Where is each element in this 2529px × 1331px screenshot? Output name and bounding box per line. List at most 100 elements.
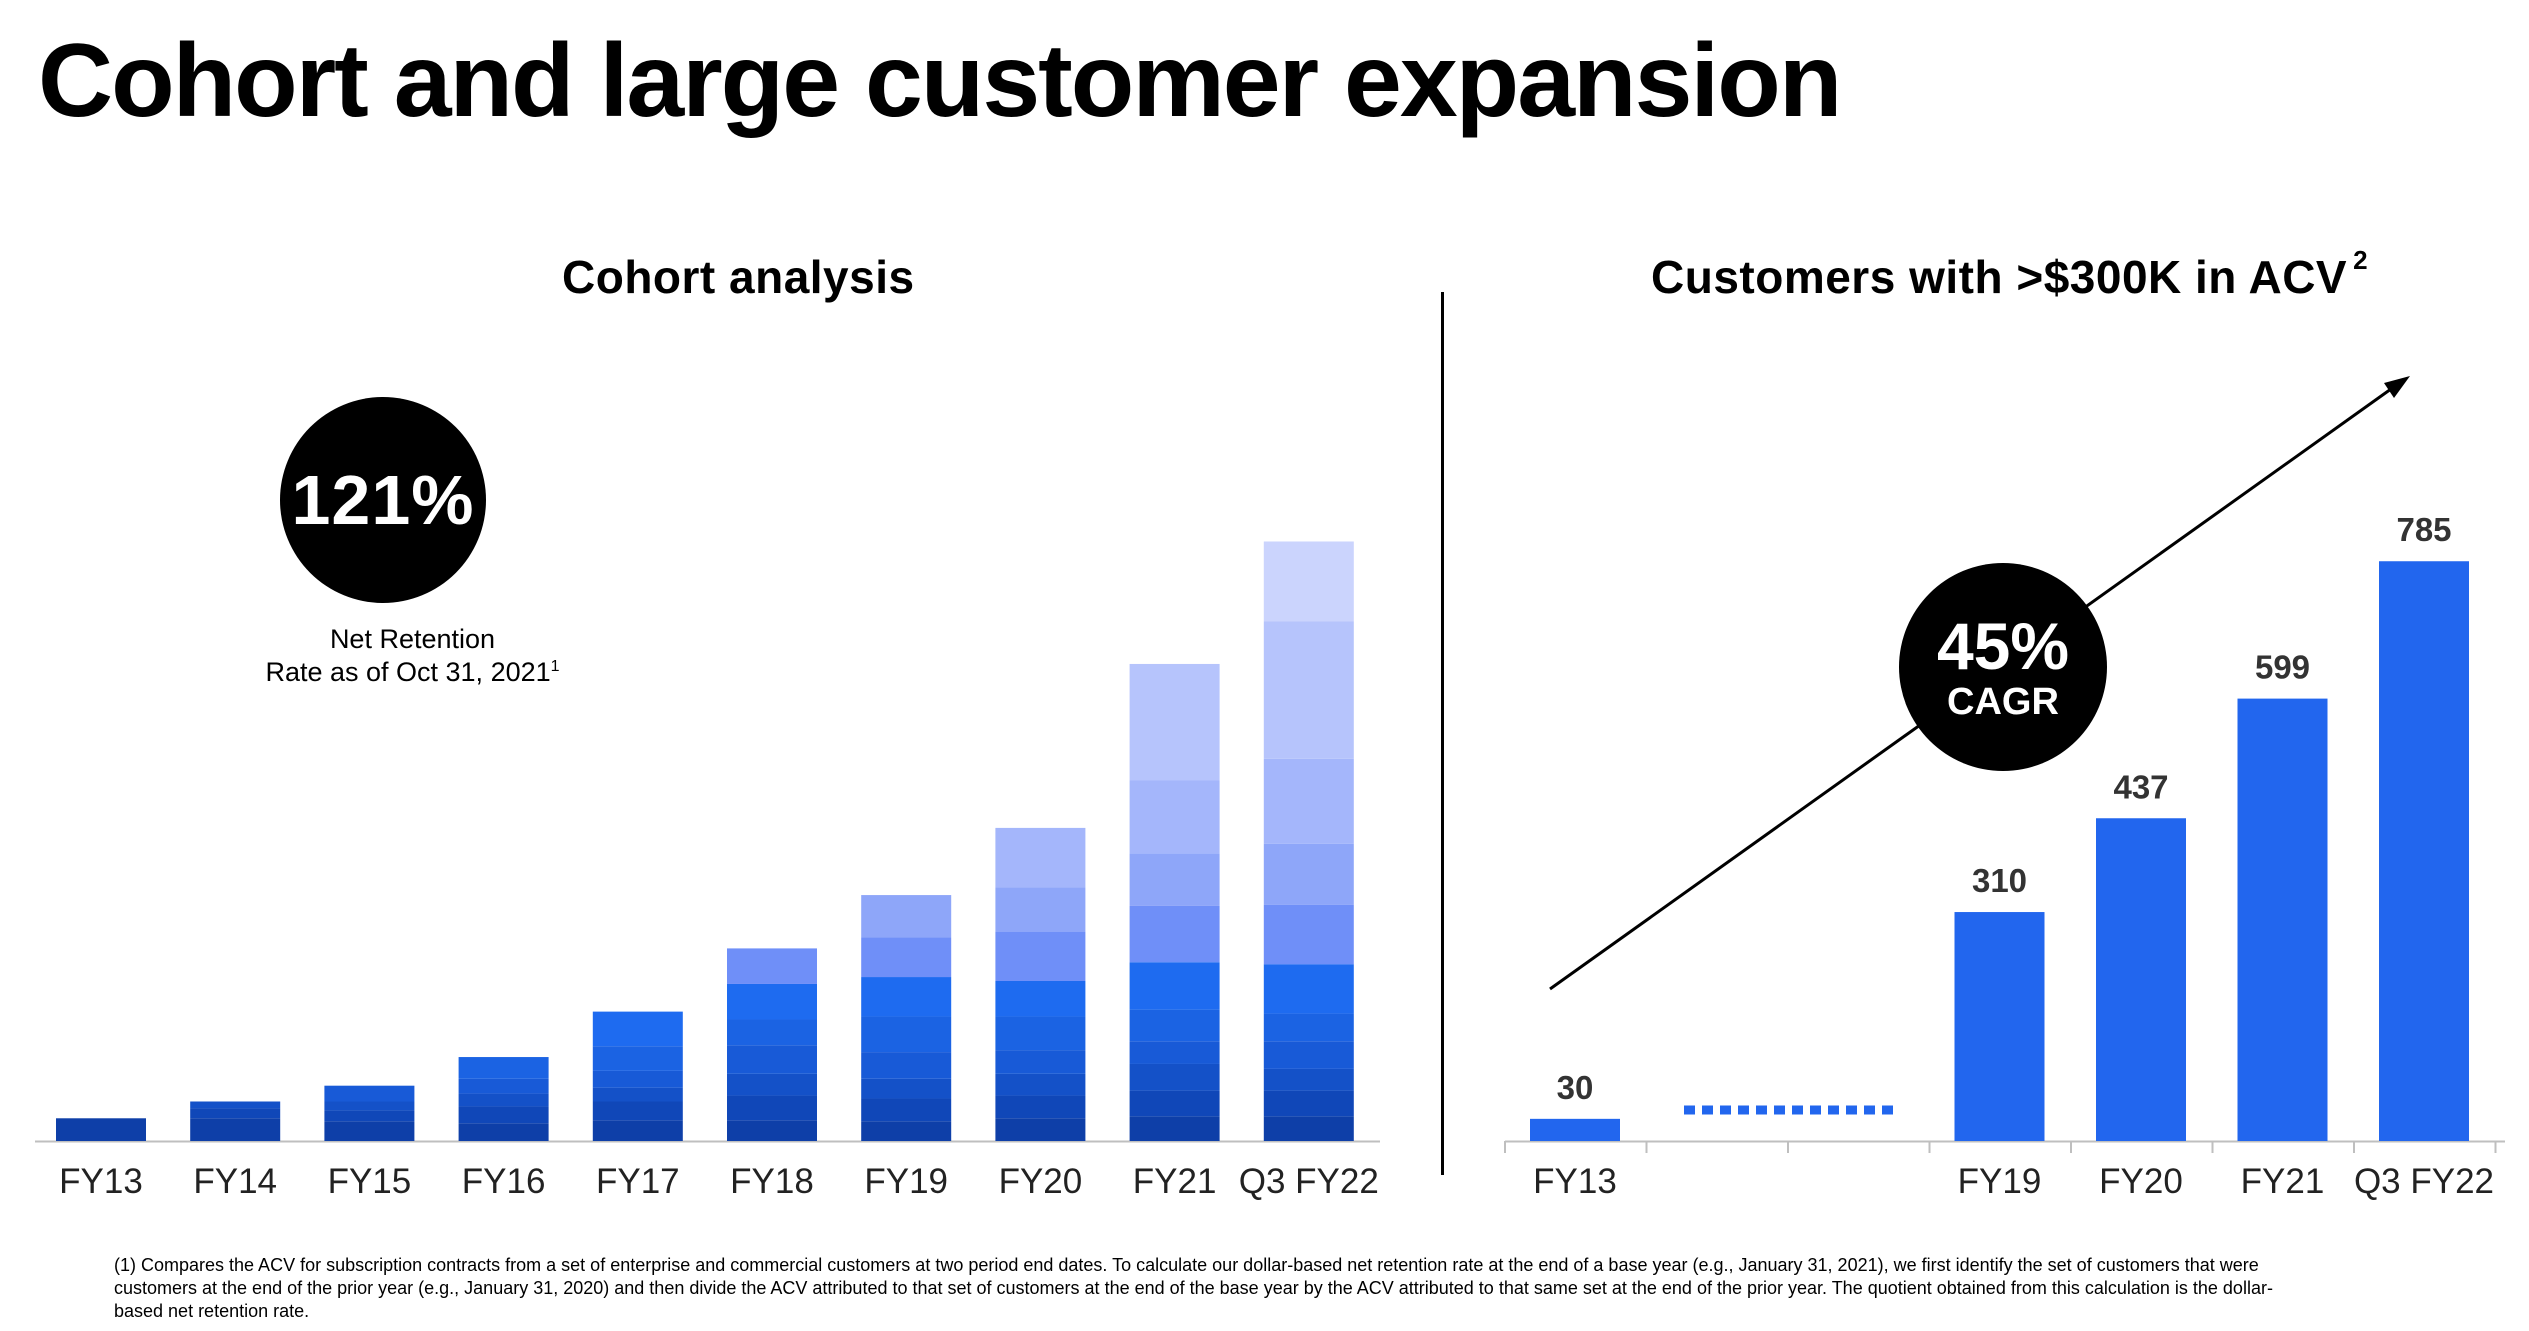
cohort-x-tick-label: FY14	[193, 1162, 277, 1201]
cohort-bar-segment	[995, 1073, 1086, 1096]
customers-x-tick-label: FY21	[2241, 1162, 2325, 1201]
customers-x-tick-label: FY13	[1533, 1162, 1617, 1201]
cohort-bar-segment	[1263, 541, 1354, 622]
net-retention-caption: Net Retention Rate as of Oct 31, 20211	[200, 625, 625, 686]
cohort-bar-segment	[861, 895, 952, 938]
cohort-bar-segment	[458, 1078, 549, 1094]
cohort-bar-segment	[1129, 905, 1220, 963]
cohort-bar-segment	[592, 1011, 683, 1047]
cohort-x-tick-label: FY21	[1133, 1162, 1217, 1201]
customers-bar	[2096, 818, 2186, 1141]
cohort-bar-segment	[458, 1093, 549, 1107]
cohort-bar-segment	[1129, 1116, 1220, 1141]
cohort-bar-segment	[1263, 964, 1354, 1014]
customers-chart-title: Customers with >$300K in ACV 2	[1651, 245, 2368, 304]
cohort-bar-segment	[1263, 1116, 1354, 1141]
footnote-mark-1: 1	[550, 658, 560, 675]
cohort-bar-segment	[592, 1120, 683, 1141]
customers-bar-value-label: 30	[1557, 1069, 1594, 1106]
cohort-bar-segment	[1263, 758, 1354, 844]
cagr-trend-arrowhead	[2384, 376, 2410, 398]
cohort-bar-segment	[1263, 1068, 1354, 1091]
cohort-bar-segment	[995, 1095, 1086, 1119]
cohort-bar-segment	[995, 1050, 1086, 1074]
cohort-bar-segment	[324, 1101, 415, 1111]
cohort-bar-segment	[1263, 1041, 1354, 1069]
cohort-chart-title: Cohort analysis	[562, 251, 915, 303]
cohort-x-tick-label: FY16	[462, 1162, 546, 1201]
cohort-bar-segment	[861, 1016, 952, 1053]
cagr-label: CAGR	[1947, 681, 2059, 723]
net-retention-caption-line2: Rate as of Oct 31, 20211	[200, 653, 625, 686]
customers-bar-value-label: 785	[2396, 511, 2451, 548]
net-retention-caption-line1: Net Retention	[329, 624, 496, 654]
cohort-bar-segment	[727, 983, 817, 1020]
cohort-bar-segment	[727, 1120, 817, 1141]
net-retention-badge: 121%	[280, 397, 486, 603]
cohort-x-tick-label: FY15	[328, 1162, 412, 1201]
cohort-bar-segment	[727, 1019, 817, 1046]
cohort-x-tick-label: Q3 FY22	[1239, 1162, 1379, 1201]
cohort-bar-segment	[1263, 621, 1354, 759]
cohort-bar-segment	[458, 1057, 549, 1079]
cohort-bar-segment	[995, 931, 1086, 981]
cohort-bar-segment	[190, 1101, 281, 1109]
cohort-bar-segment	[995, 887, 1086, 932]
cohort-bar-segment	[727, 948, 817, 984]
panel-divider	[1441, 292, 1444, 1175]
cohort-bar-segment	[861, 1078, 952, 1099]
cohort-x-tick-label: FY17	[596, 1162, 680, 1201]
page-title: Cohort and large customer expansion	[38, 23, 1842, 139]
customers-x-tick-label: FY19	[1958, 1162, 2042, 1201]
customers-chart-title-text: Customers with >$300K in ACV	[1651, 251, 2348, 303]
footnote-mark-2: 2	[2353, 244, 2369, 275]
cohort-bar-segment	[995, 1118, 1086, 1141]
cohort-bar-segment	[592, 1087, 683, 1102]
net-retention-value: 121%	[291, 461, 475, 539]
cohort-bar-segment	[1129, 962, 1220, 1010]
cohort-bar-segment	[1129, 780, 1220, 854]
cohort-bar-segment	[861, 937, 952, 978]
cohort-bar-segment	[1263, 1090, 1354, 1117]
cohort-bar-segment	[861, 1098, 952, 1122]
cohort-bar-segment	[1129, 663, 1220, 781]
customers-bar	[2379, 561, 2469, 1141]
cohort-bar-segment	[190, 1118, 281, 1141]
cagr-badge: 45% CAGR	[1899, 563, 2107, 771]
cohort-bar-segment	[1129, 1090, 1220, 1117]
cohort-bar-segment	[727, 1045, 817, 1074]
cohort-bar-segment	[995, 827, 1086, 888]
cohort-bar-segment	[324, 1085, 415, 1102]
cohort-bar-segment	[861, 1121, 952, 1141]
net-retention-caption-text: Rate as of Oct 31, 2021	[265, 657, 551, 687]
customers-bar-value-label: 599	[2255, 649, 2310, 686]
cohort-bar-segment	[458, 1106, 549, 1124]
cohort-bar-segment	[592, 1046, 683, 1071]
cohort-bar-segment	[727, 1095, 817, 1121]
cohort-bar-segment	[1263, 904, 1354, 965]
cohort-bar-segment	[1129, 1041, 1220, 1064]
cohort-bar-segment	[861, 977, 952, 1017]
customers-bar-value-label: 437	[2113, 768, 2168, 805]
cohort-x-tick-label: FY19	[864, 1162, 948, 1201]
customers-x-tick-label: Q3 FY22	[2354, 1162, 2494, 1201]
customers-x-tick-label: FY20	[2099, 1162, 2183, 1201]
cohort-bar-segment	[727, 1073, 817, 1096]
cagr-value: 45%	[1936, 609, 2070, 683]
cohort-bar-segment	[861, 1052, 952, 1079]
cohort-bar-segment	[995, 1016, 1086, 1051]
cohort-bar-segment	[1129, 853, 1220, 906]
cohort-x-tick-label: FY13	[59, 1162, 143, 1201]
cohort-bar-segment	[1129, 1009, 1220, 1042]
cohort-bar-segment	[1129, 1063, 1220, 1091]
cohort-x-tick-label: FY18	[730, 1162, 814, 1201]
cohort-x-tick-label: FY20	[999, 1162, 1083, 1201]
footnote: (1) Compares the ACV for subscription co…	[114, 1255, 2273, 1321]
customers-bar-value-label: 310	[1972, 862, 2027, 899]
cohort-bar-segment	[458, 1123, 549, 1141]
cohort-bar-segment	[324, 1110, 415, 1122]
customers-bar	[1954, 912, 2045, 1141]
cohort-bar-segment	[592, 1070, 683, 1088]
cohort-bar-segment	[324, 1121, 415, 1141]
